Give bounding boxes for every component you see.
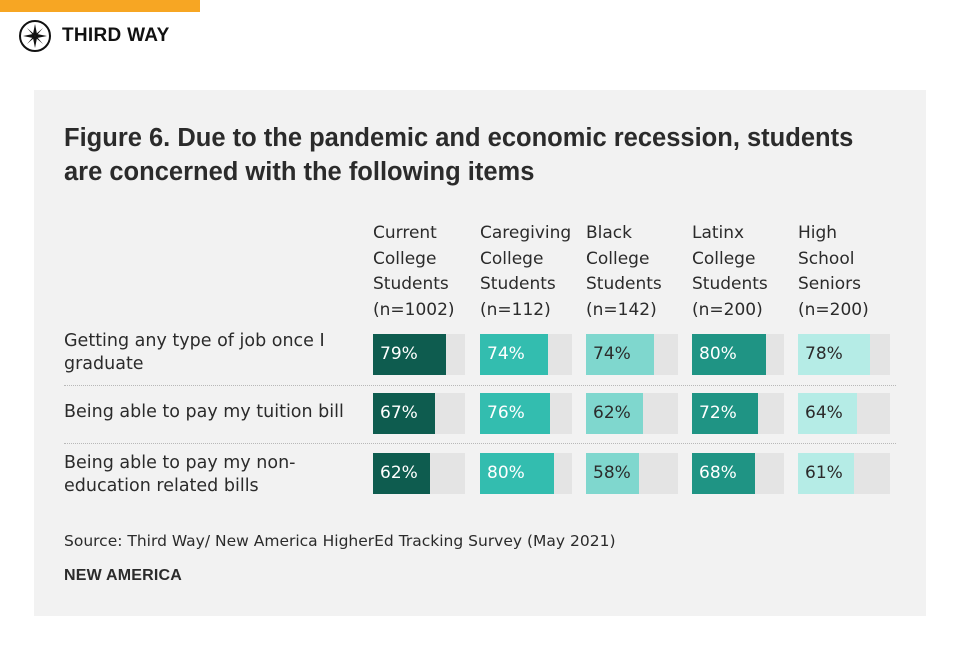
bar-track: 80%	[480, 453, 572, 494]
bar: 67%	[373, 393, 435, 434]
bar: 62%	[373, 453, 431, 494]
bar-value-label: 80%	[487, 463, 525, 483]
bar: 68%	[692, 453, 755, 494]
bar-value-label: 72%	[699, 403, 737, 423]
row-label: Being able to pay my non-education relat…	[64, 453, 296, 496]
column-header: Latinx College Students (n=200)	[692, 223, 768, 320]
bar-track: 64%	[798, 393, 890, 434]
bar-value-label: 62%	[593, 403, 631, 423]
bar-track: 62%	[373, 453, 465, 494]
bar-track: 80%	[692, 334, 784, 375]
column-header: High School Seniors (n=200)	[798, 223, 869, 320]
bar-value-label: 74%	[487, 344, 525, 364]
bar-value-label: 78%	[805, 344, 843, 364]
bar-track: 72%	[692, 393, 784, 434]
bar-track: 58%	[586, 453, 678, 494]
bar-track: 67%	[373, 393, 465, 434]
bar: 62%	[586, 393, 644, 434]
column-header: Black College Students (n=142)	[586, 223, 662, 320]
compass-star-icon	[19, 20, 51, 52]
bar-track: 79%	[373, 334, 465, 375]
bar-value-label: 64%	[805, 403, 843, 423]
source-note: Source: Third Way/ New America HigherEd …	[64, 532, 616, 550]
bar: 74%	[586, 334, 655, 375]
bar-track: 76%	[480, 393, 572, 434]
bar: 80%	[692, 334, 766, 375]
bar-track: 68%	[692, 453, 784, 494]
bar-track: 61%	[798, 453, 890, 494]
bar: 64%	[798, 393, 857, 434]
brand-name: THIRD WAY	[62, 25, 170, 46]
bar: 79%	[373, 334, 446, 375]
bar-value-label: 67%	[380, 403, 418, 423]
row-divider	[64, 443, 896, 444]
bar: 61%	[798, 453, 855, 494]
bar: 78%	[798, 334, 870, 375]
bar-value-label: 74%	[593, 344, 631, 364]
bar-track: 74%	[480, 334, 572, 375]
bar-track: 62%	[586, 393, 678, 434]
column-header: Current College Students (n=1002)	[373, 223, 455, 320]
bar: 58%	[586, 453, 640, 494]
bar-track: 74%	[586, 334, 678, 375]
brand-logo[interactable]: THIRD WAY	[18, 19, 170, 53]
row-divider	[64, 385, 896, 386]
bar-value-label: 80%	[699, 344, 737, 364]
bar: 80%	[480, 453, 554, 494]
bar-value-label: 58%	[593, 463, 631, 483]
org-credit: NEW AMERICA	[64, 567, 183, 584]
bar-track: 78%	[798, 334, 890, 375]
bar-value-label: 61%	[805, 463, 843, 483]
bar-value-label: 79%	[380, 344, 418, 364]
chart-title: Figure 6. Due to the pandemic and econom…	[64, 124, 854, 186]
bar-value-label: 62%	[380, 463, 418, 483]
bar-value-label: 68%	[699, 463, 737, 483]
top-accent-bar	[0, 0, 200, 12]
row-label: Being able to pay my tuition bill	[64, 402, 344, 422]
bar-value-label: 76%	[487, 403, 525, 423]
bar: 76%	[480, 393, 550, 434]
bar: 74%	[480, 334, 549, 375]
column-header: Caregiving College Students (n=112)	[480, 223, 572, 320]
row-label: Getting any type of job once I graduate	[64, 331, 325, 374]
bar: 72%	[692, 393, 759, 434]
